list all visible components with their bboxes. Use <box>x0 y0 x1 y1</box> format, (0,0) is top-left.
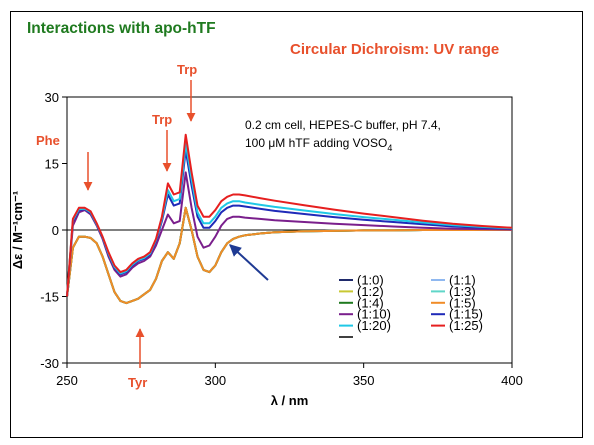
legend-label: (1:4) <box>357 295 384 310</box>
x-tick-label: 400 <box>501 373 523 388</box>
band-label-trp-1: Trp <box>152 112 172 127</box>
legend-label: (1:5) <box>449 295 476 310</box>
axes: 250 300 350 400 30 15 0 -15 -30 λ / nm Δε / M⁻¹cm⁻… <box>10 90 523 408</box>
y-tick-label: -30 <box>40 356 59 371</box>
note-subscript: 4 <box>387 143 392 153</box>
legend-label: (1:2) <box>357 284 384 299</box>
note-line-1: 0.2 cm cell, HEPES-C buffer, pH 7.4, <box>245 118 441 132</box>
band-label-trp-2: Trp <box>177 62 197 77</box>
y-tick-label: -15 <box>40 290 59 305</box>
y-tick-label: 15 <box>45 157 59 172</box>
series-line-120 <box>66 142 513 297</box>
series-line-125 <box>66 133 513 297</box>
slide-frame <box>10 11 583 438</box>
legend-label: (1:20) <box>357 318 391 333</box>
x-axis-label: λ / nm <box>271 393 309 408</box>
legend-label: (1:15) <box>449 307 483 322</box>
series-line-15 <box>66 206 512 305</box>
legend-label: (1:25) <box>449 318 483 333</box>
series-group <box>66 133 513 305</box>
note-line-2: 100 μM hTF adding VOSO4 <box>245 136 392 153</box>
x-tick-label: 350 <box>353 373 375 388</box>
legend: (1:0) (1:1) (1:2) (1:3) (1:4) (1:5) (1:10) (1:1… <box>339 273 483 338</box>
legend-label: (1:10) <box>357 307 391 322</box>
y-tick-label: 30 <box>45 90 59 105</box>
note-line-2-text: 100 μM hTF adding VOSO <box>245 136 387 150</box>
slide-title: Interactions with apo-hTF <box>27 20 216 37</box>
y-tick-label: 0 <box>52 223 59 238</box>
y-axis-label: Δε / M⁻¹cm⁻¹ <box>10 191 25 269</box>
legend-label: (1:1) <box>449 273 476 288</box>
legend-label: (1:3) <box>449 284 476 299</box>
band-label-phe: Phe <box>36 133 60 148</box>
band-label-tyr: Tyr <box>128 375 147 390</box>
slide-subtitle: Circular Dichroism: UV range <box>290 41 500 58</box>
legend-label: (1:0) <box>357 273 384 288</box>
x-tick-label: 300 <box>204 373 226 388</box>
series-line-110 <box>66 171 513 297</box>
change-arrow <box>229 244 269 281</box>
x-tick-label: 250 <box>56 373 78 388</box>
